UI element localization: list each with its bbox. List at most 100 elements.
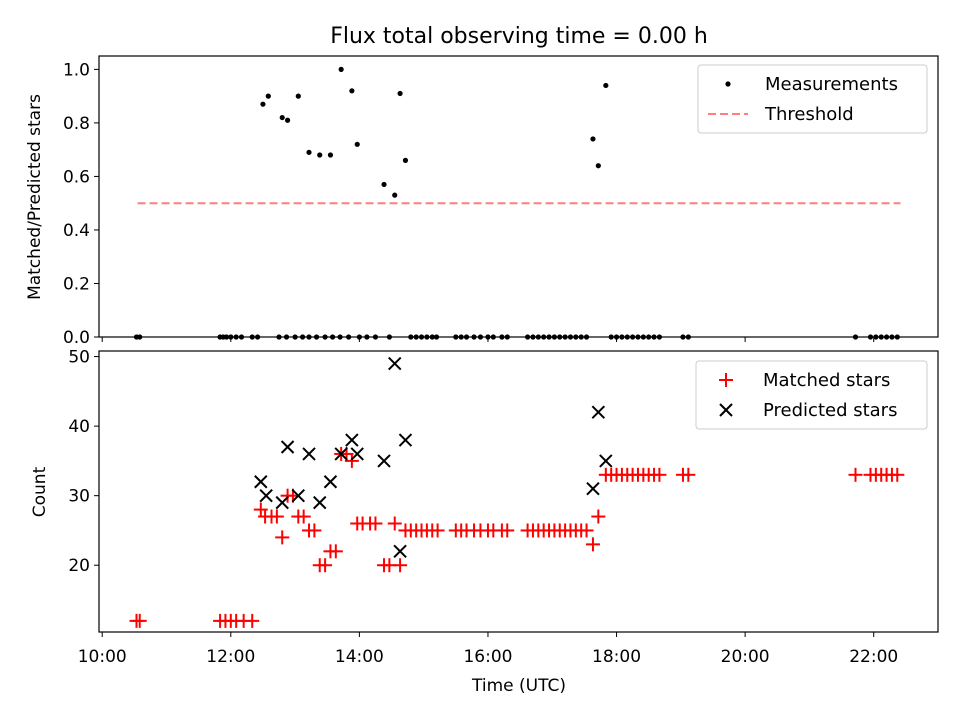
predicted-stars-point <box>275 495 289 510</box>
measurement-point <box>557 334 563 340</box>
measurement-point <box>372 334 379 340</box>
measurement-point <box>471 334 477 340</box>
measurement-point <box>429 334 435 340</box>
bottom-x-ticks: 10:00 12:00 14:00 16:00 18:00 20:00 22:00 <box>78 632 898 667</box>
predicted-stars-point <box>393 544 407 559</box>
top-y-ticks: 0.0 0.2 0.4 0.6 0.8 1.0 <box>63 60 99 348</box>
measurement-point <box>646 334 652 340</box>
measurement-point <box>381 181 387 188</box>
top-legend: Measurements Threshold <box>697 64 928 134</box>
measurement-point <box>292 334 298 340</box>
measurement-point <box>453 334 459 340</box>
measurement-point <box>873 334 879 340</box>
measurement-point <box>624 334 630 340</box>
measurement-point <box>656 334 663 340</box>
matched-stars-point <box>579 523 594 538</box>
x-tick-label: 14:00 <box>335 647 384 667</box>
predicted-stars-point <box>280 440 295 454</box>
measurement-point <box>680 334 686 340</box>
x-tick-label: 22:00 <box>849 647 898 667</box>
measurement-point <box>883 334 890 340</box>
measurement-point <box>364 334 370 340</box>
measurement-point <box>327 152 334 158</box>
measurement-point <box>337 334 343 340</box>
measurement-point <box>867 334 874 340</box>
measurement-point <box>283 334 290 340</box>
y-tick-label: 0.2 <box>63 274 90 294</box>
measurement-point <box>433 334 440 340</box>
legend-measurements-label: Measurements <box>765 74 898 95</box>
predicted-stars-point <box>591 405 606 419</box>
measurement-point <box>458 334 464 340</box>
measurement-point <box>354 141 360 147</box>
measurement-point <box>651 334 657 340</box>
x-tick-label: 20:00 <box>721 647 770 667</box>
matched-stars-point <box>393 558 408 573</box>
measurement-point <box>260 101 266 107</box>
y-tick-label: 50 <box>68 348 90 368</box>
y-tick-label: 40 <box>68 417 90 437</box>
x-tick-label: 12:00 <box>206 647 255 667</box>
bottom-y-axis-label: Count <box>30 466 50 517</box>
measurement-point <box>595 163 601 169</box>
matched-stars-point <box>591 509 606 524</box>
measurement-point <box>608 334 614 340</box>
y-tick-label: 0.6 <box>63 167 90 187</box>
bottom-y-ticks: 20 30 40 50 <box>68 348 99 576</box>
matched-stars-point <box>275 530 290 545</box>
y-tick-label: 30 <box>68 487 90 507</box>
measurement-point <box>578 334 584 340</box>
measurement-point <box>889 334 895 340</box>
measurement-point <box>504 334 510 340</box>
measurement-point <box>397 90 403 97</box>
matched-stars-point <box>430 523 445 538</box>
measurement-point <box>402 157 409 163</box>
x-tick-label: 18:00 <box>592 647 641 667</box>
bottom-legend-box <box>695 360 928 430</box>
measurement-point <box>279 114 285 121</box>
matched-stars-point <box>368 516 383 531</box>
measurement-point <box>499 334 505 340</box>
predicted-stars-point <box>398 433 413 447</box>
matched-stars-point <box>500 523 515 538</box>
measurement-point <box>583 334 590 340</box>
predicted-stars-point <box>291 488 306 503</box>
measurement-point <box>228 334 234 340</box>
measurement-point <box>233 334 239 340</box>
matched-stars-point <box>318 558 333 573</box>
matched-stars-point <box>890 467 905 482</box>
bottom-legend: Matched stars Predicted stars <box>695 360 928 430</box>
figure-title: Flux total observing time = 0.00 h <box>330 24 708 49</box>
predicted-stars-point <box>377 454 391 468</box>
measurement-point <box>329 334 336 340</box>
predicted-stars-point <box>334 447 348 461</box>
predicted-stars-point <box>313 495 327 510</box>
measurement-point <box>424 334 430 340</box>
matched-stars-point <box>245 613 260 628</box>
matched-stars-point <box>132 613 147 628</box>
top-axes-frame <box>98 55 939 338</box>
measurement-point <box>306 334 312 340</box>
measurement-point <box>878 334 884 340</box>
matched-stars-point <box>269 509 284 524</box>
measurement-point <box>254 334 261 340</box>
bottom-axes: 20 30 40 50 10:00 12:00 14:00 16:00 18:00 20:00 2… <box>30 348 939 696</box>
legend-predicted-marker <box>719 403 733 417</box>
x-axis-label: Time (UTC) <box>471 676 566 696</box>
measurement-point <box>346 334 352 340</box>
measurement-point <box>137 334 143 340</box>
top-y-axis-label: Matched/Predicted stars <box>25 94 45 300</box>
predicted-stars-point <box>323 475 338 489</box>
matched-stars-point <box>387 516 402 531</box>
measurement-point <box>284 117 291 123</box>
measurement-point <box>619 334 625 340</box>
x-tick-label: 16:00 <box>463 647 512 667</box>
measurement-point <box>613 334 620 340</box>
matched-stars-point <box>307 523 322 538</box>
predicted-stars-point <box>350 447 364 461</box>
y-tick-label: 20 <box>68 556 90 576</box>
measurement-point <box>306 149 312 155</box>
measurement-point <box>490 334 496 340</box>
measurement-point <box>590 136 596 142</box>
measurement-point <box>322 334 328 340</box>
